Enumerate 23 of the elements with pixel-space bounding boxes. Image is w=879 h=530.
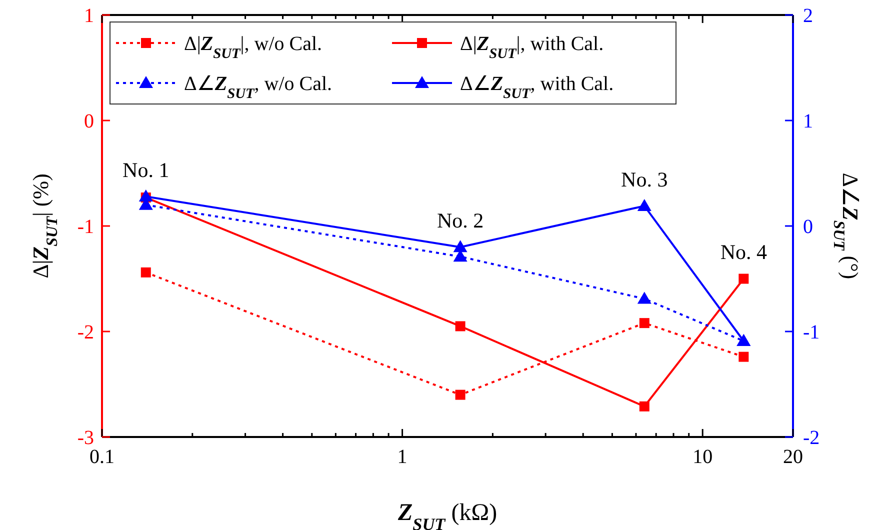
annotation: No. 2 bbox=[436, 208, 484, 232]
y-tick-label: -3 bbox=[77, 427, 94, 449]
y-tick-label: 0 bbox=[84, 110, 94, 132]
legend-label: Δ|Z$_{SUT}$|, w/o Cal. bbox=[184, 33, 322, 62]
x-tick-label: 1 bbox=[397, 446, 408, 468]
y2-tick-label: -2 bbox=[803, 427, 820, 449]
y-tick-label: -1 bbox=[77, 216, 94, 238]
x-tick-label: 10 bbox=[692, 446, 713, 468]
y2-tick-label: 1 bbox=[803, 110, 813, 132]
annotation: No. 3 bbox=[621, 167, 668, 192]
legend-label: Δ∠Z$_{SUT}$, with Cal. bbox=[460, 73, 614, 102]
y2-tick-label: 0 bbox=[803, 216, 813, 238]
legend-label: Δ∠Z$_{SUT}$, w/o Cal. bbox=[184, 73, 332, 102]
x-tick-label: 0.1 bbox=[90, 446, 114, 468]
y2-tick-label: 2 bbox=[803, 5, 813, 27]
annotation: No. 4 bbox=[720, 240, 768, 264]
x-axis-title: Z$_{SUT}$ (kΩ) bbox=[396, 500, 498, 530]
y-tick-label: 1 bbox=[84, 5, 94, 27]
legend-label: Δ|Z$_{SUT}$|, with Cal. bbox=[460, 33, 604, 62]
y2-tick-label: -1 bbox=[803, 322, 820, 344]
annotation: No. 1 bbox=[122, 158, 170, 182]
x-tick-label: 20 bbox=[783, 446, 803, 468]
y-tick-label: -2 bbox=[77, 322, 94, 344]
